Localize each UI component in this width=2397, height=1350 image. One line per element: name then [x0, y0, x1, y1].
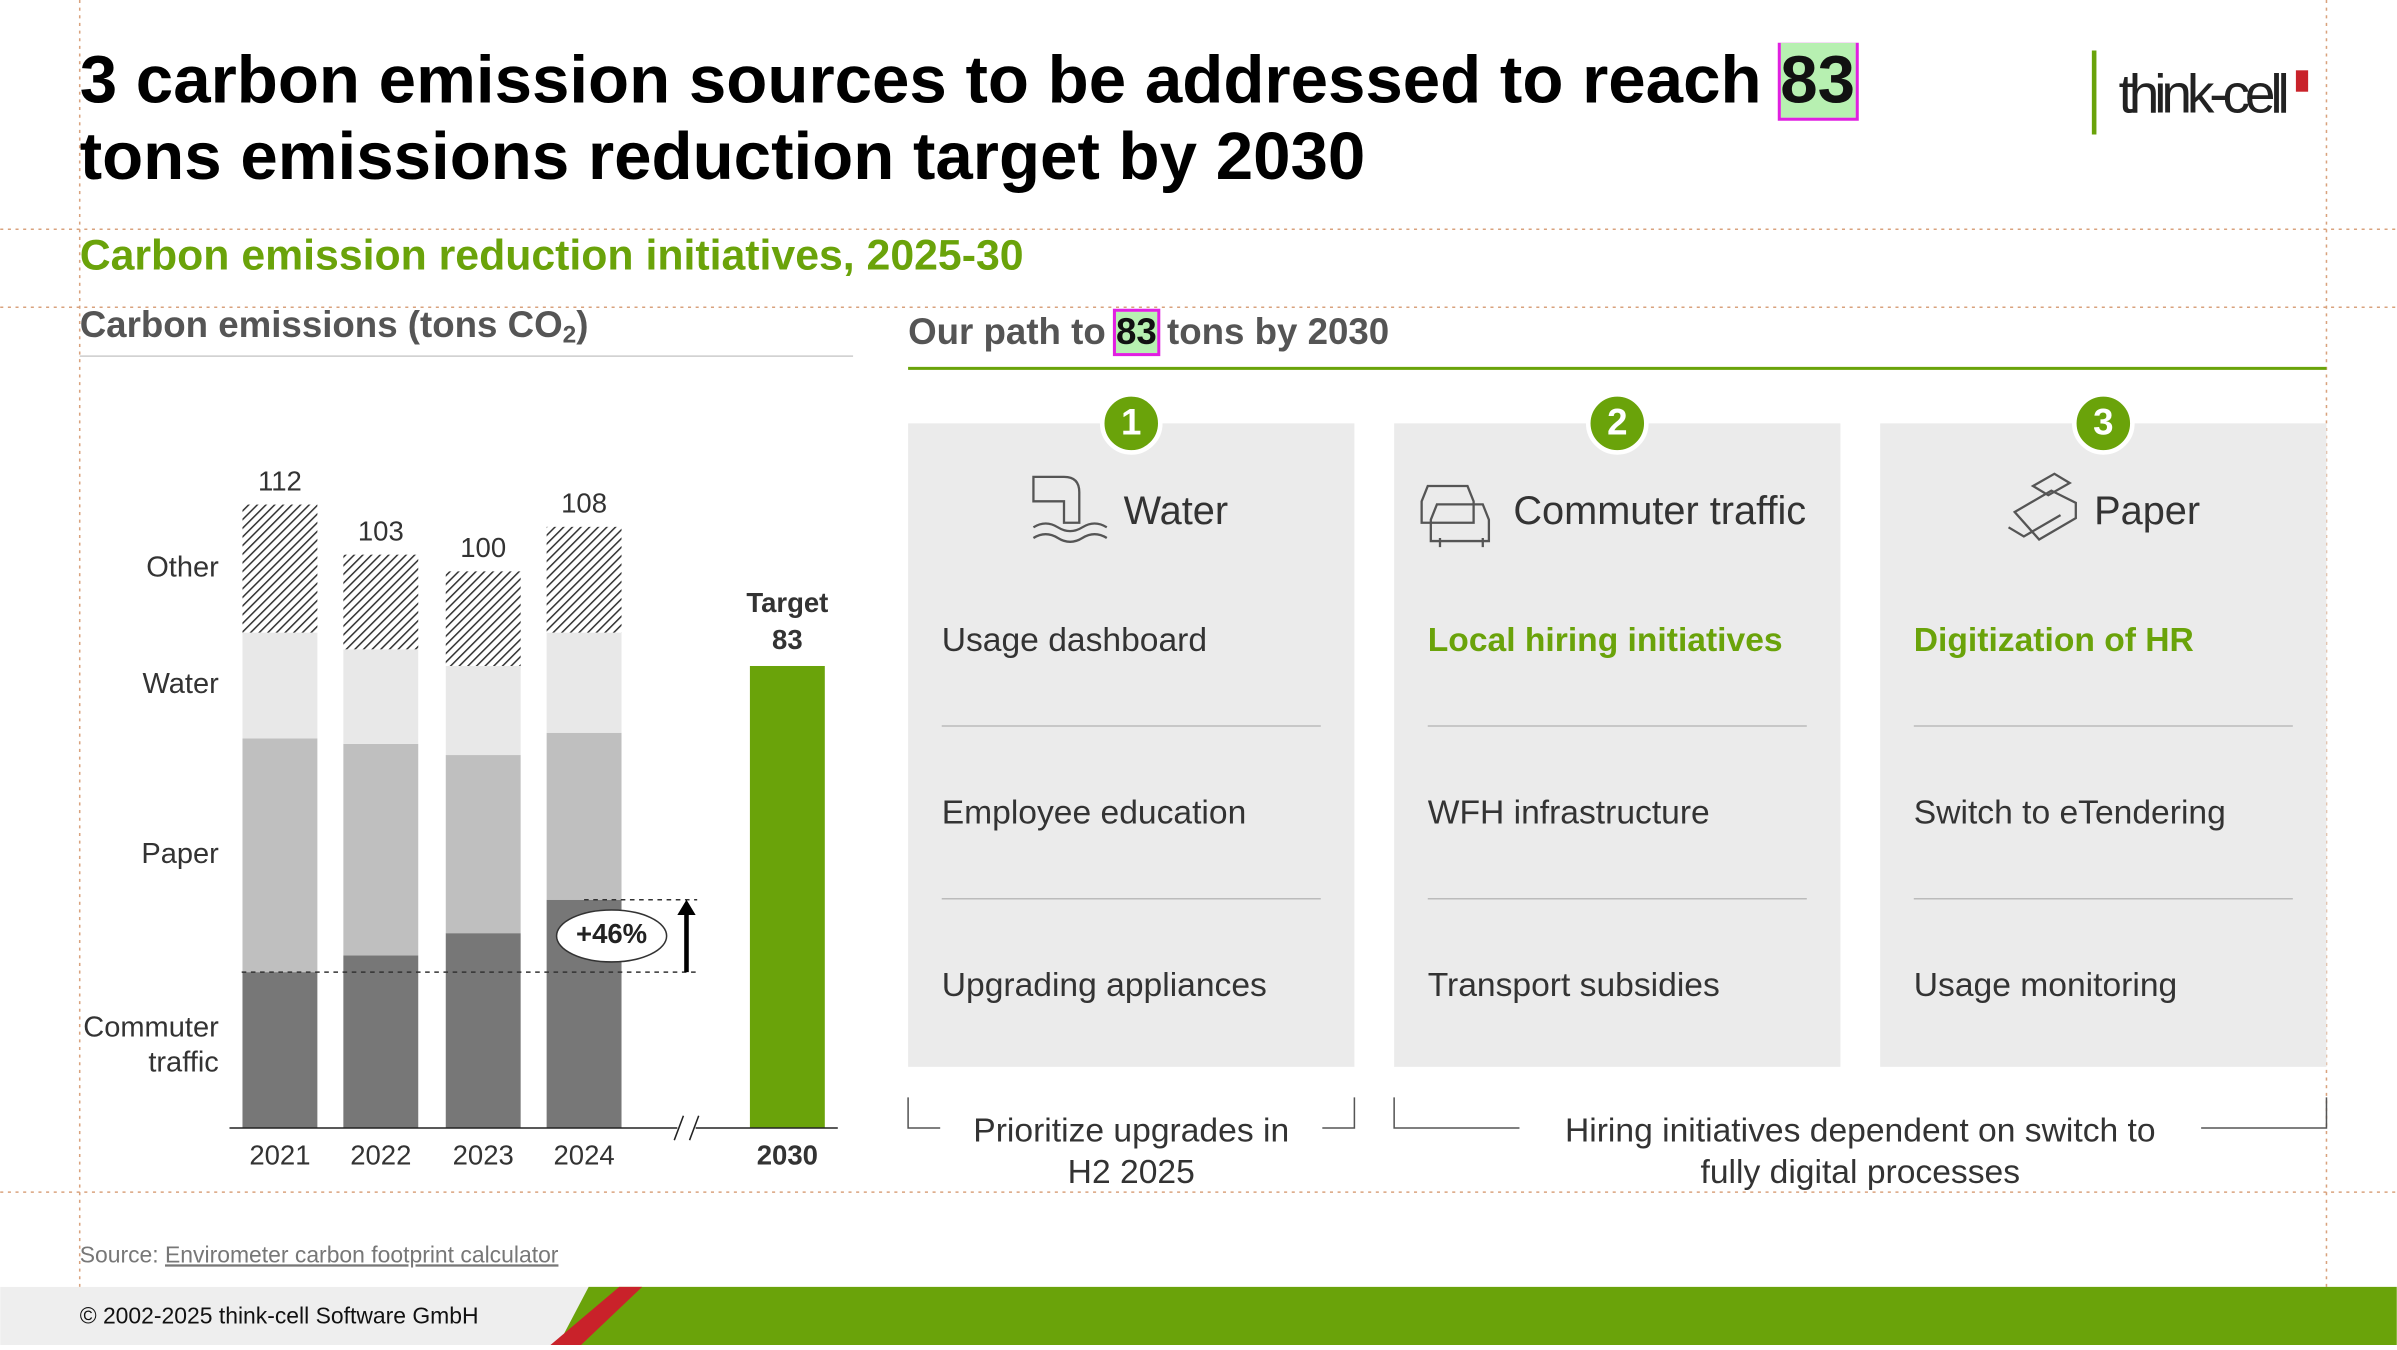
total-label: 112 [258, 465, 302, 496]
annotation-bubble [555, 909, 668, 963]
card-item: Switch to eTendering [1914, 795, 2226, 832]
footer-band [0, 1286, 643, 1345]
bar-segment [242, 632, 318, 739]
bar-segment [445, 665, 521, 756]
x-tick-label: 2030 [757, 1139, 818, 1170]
bar-segment [343, 649, 419, 744]
bar-segment [343, 955, 419, 1128]
card-item: Employee education [942, 795, 1247, 832]
bar-segment [445, 755, 521, 934]
series-label: Water [142, 668, 219, 700]
bar-segment [242, 504, 318, 633]
card-item: Usage dashboard [942, 622, 1207, 659]
bar-segment [749, 665, 825, 1128]
title-text: 3 carbon emission sources to be addresse… [79, 42, 1762, 118]
bar-segment [546, 526, 622, 633]
bar-segment [445, 933, 521, 1128]
annotation-arrowhead [677, 899, 696, 916]
axis-break [673, 1115, 700, 1141]
card-item: WFH infrastructure [1428, 795, 1710, 832]
series-label: Commuter traffic [83, 1011, 219, 1080]
bracket-note-text: Hiring initiatives dependent on switch t… [1564, 1111, 2156, 1191]
bracket [907, 1097, 1356, 1129]
subtitle: Carbon emission reduction initiatives, 2… [80, 232, 1024, 280]
bar-segment [546, 732, 622, 900]
card-item: Upgrading appliances [942, 967, 1267, 1004]
x-tick-label: 2024 [553, 1139, 614, 1170]
bracket [1393, 1097, 2328, 1129]
logo-mark [2295, 70, 2309, 92]
footer-red [550, 1286, 643, 1345]
card-item: Usage monitoring [1914, 967, 2177, 1004]
title-highlight: 83 [1777, 42, 1859, 121]
card-icon [2007, 472, 2077, 541]
card-name: Commuter traffic [1513, 489, 1806, 533]
total-label: 103 [358, 516, 404, 547]
annotation-label: +46% [576, 918, 647, 949]
chart-title: Carbon emissions (tons CO2) [80, 304, 589, 349]
x-tick-label: 2023 [453, 1139, 514, 1170]
target-value: 83 [772, 624, 803, 655]
series-label-text: Commuter traffic [83, 1011, 219, 1080]
bar-segment [445, 571, 521, 666]
total-label: 100 [460, 532, 506, 563]
card-icon [1420, 484, 1491, 548]
card-number: 3 [2093, 402, 2113, 443]
bar-segment [242, 738, 318, 973]
target-label: Target [746, 587, 828, 618]
card-number: 2 [1607, 402, 1627, 443]
card-name: Water [1124, 489, 1228, 533]
card-number: 1 [1121, 402, 1141, 443]
footer: © 2002-2025 think-cell Software GmbH [80, 1303, 479, 1329]
card [1394, 423, 1841, 1067]
bracket-note-text: Prioritize upgrades in H2 2025 [973, 1111, 1290, 1191]
bar-segment [343, 554, 419, 650]
series-label: Paper [141, 838, 219, 870]
x-tick-label: 2022 [350, 1139, 411, 1170]
card-badge [2071, 392, 2135, 455]
series-label: Other [146, 551, 219, 583]
card-item: Digitization of HR [1914, 622, 2194, 659]
footer-green [558, 1286, 2397, 1345]
source: Source: Envirometer carbon footprint cal… [80, 1241, 559, 1267]
card-name: Paper [2094, 489, 2200, 533]
bracket-note: Prioritize upgrades in H2 2025 [973, 1111, 1290, 1191]
logo: think-cell [2119, 62, 2290, 124]
card-badge [1585, 392, 1649, 455]
card-badge [1099, 392, 1163, 455]
bar-segment [242, 972, 318, 1128]
card-item: Transport subsidies [1428, 967, 1720, 1004]
card [908, 423, 1355, 1067]
title-text: tons emissions reduction target by 2030 [79, 119, 1366, 195]
card [1880, 423, 2327, 1067]
total-label: 108 [561, 488, 607, 519]
path-title: Our path to 83 tons by 2030 [908, 308, 1389, 357]
title: 3 carbon emission sources to be addresse… [79, 42, 1859, 195]
bar-segment [343, 743, 419, 956]
x-tick-label: 2021 [249, 1139, 310, 1170]
bracket-note: Hiring initiatives dependent on switch t… [1564, 1111, 2156, 1191]
card-item: Local hiring initiatives [1428, 622, 1783, 659]
card-icon [1032, 475, 1108, 543]
bar-segment [546, 632, 622, 733]
